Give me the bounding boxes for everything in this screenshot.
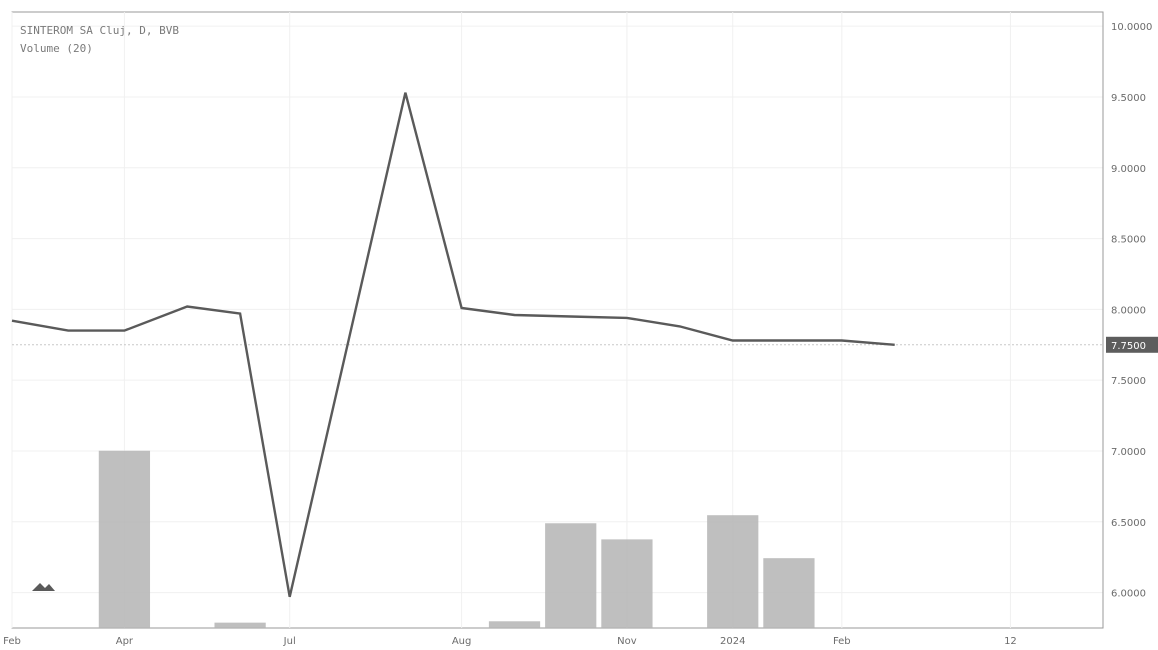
y-tick-label: 6.5000	[1111, 518, 1146, 529]
y-tick-label: 6.0000	[1111, 589, 1146, 600]
volume-bar	[601, 539, 653, 628]
volume-bar	[763, 558, 815, 628]
volume-legend: Volume (20)	[20, 42, 93, 55]
last-price-label: 7.7500	[1111, 341, 1146, 352]
volume-bar	[545, 523, 597, 628]
y-tick-label: 9.5000	[1111, 93, 1146, 104]
price-series-line	[11, 92, 895, 598]
x-tick-label: Nov	[617, 636, 637, 647]
volume-bar	[488, 621, 541, 628]
y-tick-label: 9.0000	[1111, 164, 1146, 175]
y-tick-label: 10.0000	[1111, 22, 1152, 33]
x-tick-label: 12	[1004, 636, 1017, 647]
last-price-badge	[1106, 336, 1158, 353]
x-tick-label: Feb	[833, 636, 851, 647]
x-tick-label: Aug	[452, 636, 472, 647]
y-tick-label: 8.5000	[1111, 235, 1146, 246]
x-tick-label: Feb	[3, 636, 21, 647]
tradingview-logo-icon	[32, 583, 55, 591]
y-tick-label: 8.0000	[1111, 305, 1146, 316]
x-tick-label: Jul	[283, 636, 296, 647]
y-tick-label: 7.5000	[1111, 376, 1146, 387]
x-tick-label: Apr	[116, 636, 134, 647]
symbol-legend: SINTEROM SA Cluj, D, BVB	[20, 24, 179, 37]
volume-bar	[214, 622, 266, 628]
x-tick-label: 2024	[720, 636, 745, 647]
volume-bar	[707, 515, 759, 628]
y-tick-label: 7.0000	[1111, 447, 1146, 458]
volume-bar	[98, 450, 151, 628]
